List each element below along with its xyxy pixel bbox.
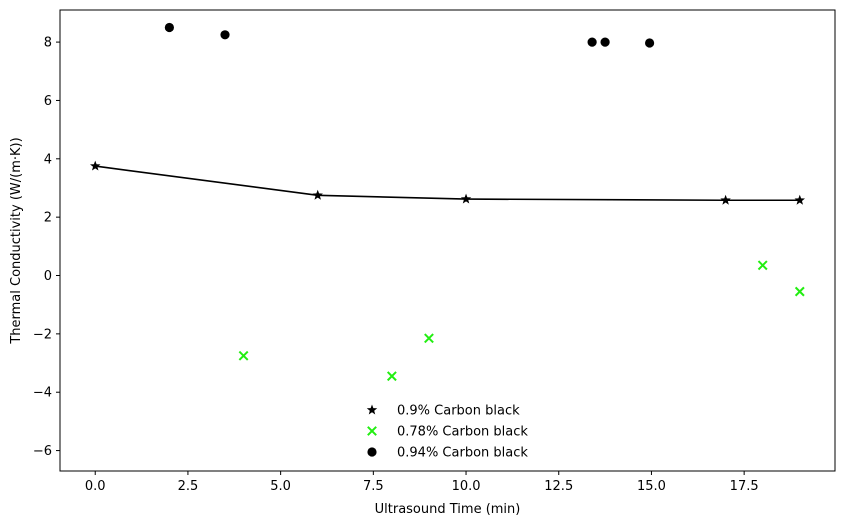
data-point	[90, 160, 101, 171]
data-point	[164, 22, 174, 33]
series-line	[95, 165, 800, 202]
data-point	[220, 30, 230, 40]
x-tick-label: 2.5	[178, 479, 199, 494]
data-point	[794, 286, 805, 297]
data-point	[587, 37, 597, 47]
x-tick-label: 17.5	[730, 479, 759, 494]
y-tick-label: −4	[33, 386, 52, 401]
legend-item: 0.9% Carbon black	[366, 404, 520, 419]
series-0-9-carbon-black	[90, 160, 805, 205]
x-tick-label: 0.0	[85, 479, 106, 494]
y-tick-label: 2	[44, 211, 52, 226]
data-point	[794, 194, 805, 205]
legend-label: 0.94% Carbon black	[397, 446, 528, 461]
x-tick-label: 7.5	[363, 479, 384, 494]
y-tick-label: −6	[33, 444, 52, 459]
y-tick-label: 6	[44, 94, 52, 109]
data-point	[757, 260, 768, 271]
x-axis-ticks: 0.0 2.5 5.0 7.5 10.0 12.5 15.0 17.5	[85, 471, 759, 494]
data-point	[460, 193, 472, 204]
x-tick-label: 10.0	[452, 479, 481, 494]
series-0-78-carbon-black	[238, 260, 805, 382]
y-tick-label: 8	[44, 36, 52, 51]
legend-label: 0.9% Carbon black	[397, 404, 520, 419]
series-0-94-carbon-black	[164, 22, 655, 48]
legend-marker	[367, 426, 377, 436]
plot-area	[90, 22, 805, 382]
x-tick-label: 12.5	[544, 479, 573, 494]
data-point	[424, 333, 434, 344]
data-point	[720, 194, 731, 205]
y-tick-label: 0	[44, 269, 52, 284]
y-tick-label: −2	[33, 327, 52, 342]
legend-marker	[366, 404, 378, 415]
data-point	[386, 371, 397, 382]
y-tick-label: 4	[44, 152, 52, 167]
axes-frame	[59, 9, 836, 472]
data-point	[238, 350, 249, 361]
x-tick-label: 15.0	[637, 479, 666, 494]
data-point	[312, 189, 323, 200]
legend: 0.9% Carbon black 0.78% Carbon black 0.94%…	[366, 404, 528, 461]
legend-marker	[367, 447, 377, 457]
legend-item: 0.78% Carbon black	[367, 425, 528, 440]
data-point	[644, 38, 655, 48]
x-tick-label: 5.0	[270, 479, 291, 494]
data-point	[600, 37, 610, 47]
legend-item: 0.94% Carbon black	[367, 446, 528, 461]
y-axis-ticks: −6 −4 −2 0 2 4 6 8	[33, 36, 60, 459]
legend-label: 0.78% Carbon black	[397, 425, 528, 440]
y-axis-label: Thermal Conductivity (W/(m·K))	[9, 137, 24, 344]
x-axis-label: Ultrasound Time (min)	[375, 502, 521, 517]
